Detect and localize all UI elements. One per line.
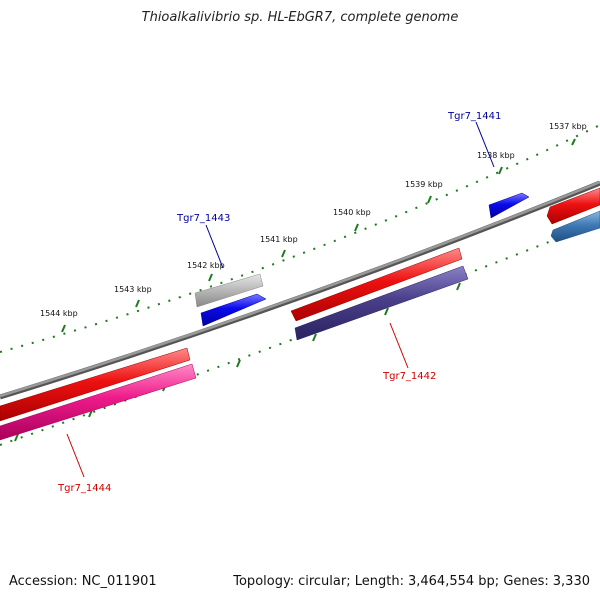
major-tick: [208, 273, 213, 282]
major-tick: [14, 433, 19, 442]
label-leader: [205, 224, 224, 269]
tick-label: 1537 kbp: [549, 122, 587, 131]
major-tick: [61, 324, 66, 333]
feature-arrow-steel[interactable]: [550, 210, 600, 243]
inner-tick-ring: [0, 221, 600, 446]
accession-info: Accession: NC_011901: [9, 574, 157, 589]
feature-labels: Tgr7_1441 Tgr7_1442 Tgr7_1443 Tgr7_1444: [57, 111, 501, 494]
major-tick: [281, 249, 286, 258]
major-tick: [354, 223, 359, 232]
feature-block-right: [546, 187, 600, 243]
feature-tgr7-1441[interactable]: [488, 192, 530, 219]
gene-label-tgr7-1443[interactable]: Tgr7_1443: [176, 213, 230, 224]
tick-labels: 1537 kbp 1538 kbp 1539 kbp 1540 kbp 1541…: [40, 122, 587, 318]
major-tick: [571, 138, 576, 146]
gene-label-tgr7-1441[interactable]: Tgr7_1441: [447, 111, 501, 122]
feature-tgr7-1444[interactable]: [0, 363, 197, 441]
tick-label: 1543 kbp: [114, 285, 152, 294]
genome-backbone: [0, 180, 600, 400]
major-tick: [456, 282, 461, 291]
feature-tgr7-1442[interactable]: [294, 265, 469, 341]
label-leader: [389, 322, 409, 369]
gene-label-tgr7-1444[interactable]: Tgr7_1444: [57, 483, 111, 494]
tick-label: 1538 kbp: [477, 151, 515, 160]
accession-label: Accession:: [9, 574, 78, 589]
major-tick: [498, 166, 503, 175]
feature-arrow-red[interactable]: [546, 187, 600, 225]
feature-tgr7-1443[interactable]: [200, 293, 267, 327]
major-tick: [135, 299, 140, 308]
major-tick: [236, 359, 241, 368]
tick-label: 1539 kbp: [405, 180, 443, 189]
map-title: Thioalkalivibrio sp. HL-EbGR7, complete …: [141, 10, 459, 25]
major-tick: [427, 195, 432, 204]
gene-label-tgr7-1442[interactable]: Tgr7_1442: [382, 371, 436, 382]
feature-tgr7-1442-red[interactable]: [290, 247, 463, 322]
feature-gray[interactable]: [194, 273, 264, 308]
genes-label: Genes:: [503, 574, 549, 589]
major-tick: [384, 307, 389, 316]
tick-label: 1544 kbp: [40, 309, 78, 318]
genome-stats: Topology: circular; Length: 3,464,554 bp; …: [233, 574, 590, 589]
tick-label: 1540 kbp: [333, 208, 371, 217]
length-label: Length:: [354, 574, 404, 589]
tick-label: 1541 kbp: [260, 235, 298, 244]
topology-value: circular: [298, 574, 347, 589]
major-ticks: [14, 138, 576, 442]
genes-value: 3,330: [552, 574, 590, 589]
label-leader: [475, 121, 495, 168]
accession-value: NC_011901: [81, 574, 157, 589]
label-leader: [66, 433, 85, 478]
tick-label: 1542 kbp: [187, 261, 225, 270]
topology-label: Topology:: [233, 574, 295, 589]
feature-tgr7-1444-red[interactable]: [0, 347, 191, 422]
major-tick: [312, 333, 317, 342]
length-value: 3,464,554 bp: [407, 574, 495, 589]
outer-tick-ring: [0, 124, 600, 353]
